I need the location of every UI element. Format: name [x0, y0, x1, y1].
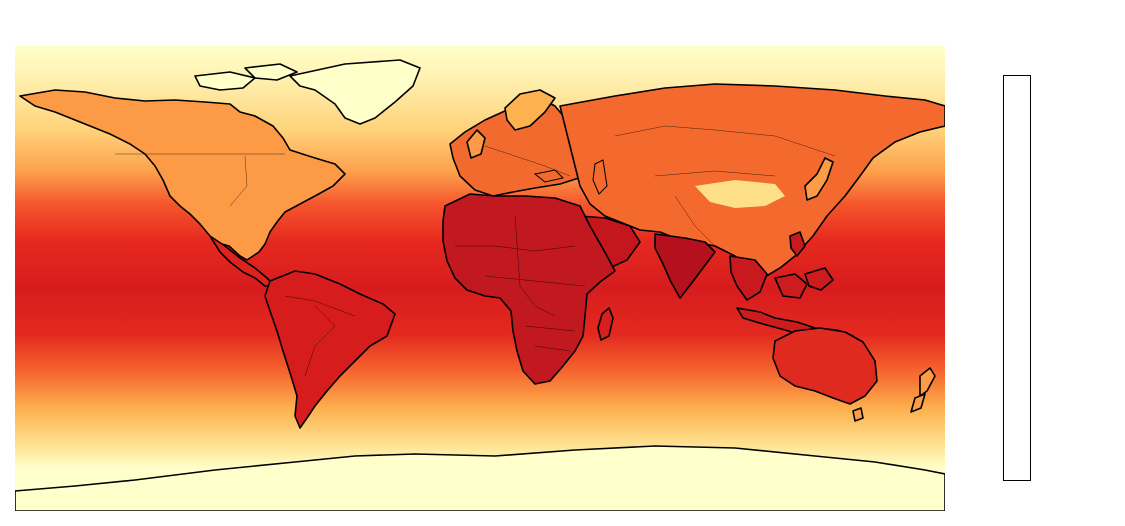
temperature-map [15, 46, 945, 511]
asia [559, 83, 945, 279]
greenland [289, 59, 421, 125]
japan [804, 157, 834, 201]
south-america [264, 270, 396, 429]
colorbar [1003, 75, 1031, 481]
australia [772, 327, 878, 405]
scandinavia [504, 89, 556, 131]
tibetan-plateau [695, 180, 785, 208]
antarctica [15, 445, 945, 511]
new-zealand [919, 367, 936, 397]
southeast-asia [729, 255, 768, 301]
indian-subcontinent [654, 233, 716, 299]
africa [442, 193, 616, 385]
world-map [15, 46, 945, 511]
country-borders [115, 125, 836, 377]
great-britain [466, 129, 486, 159]
madagascar [597, 307, 614, 341]
inland-seas [533, 159, 608, 195]
land-masses [15, 59, 945, 511]
arctic-islands [194, 71, 256, 91]
